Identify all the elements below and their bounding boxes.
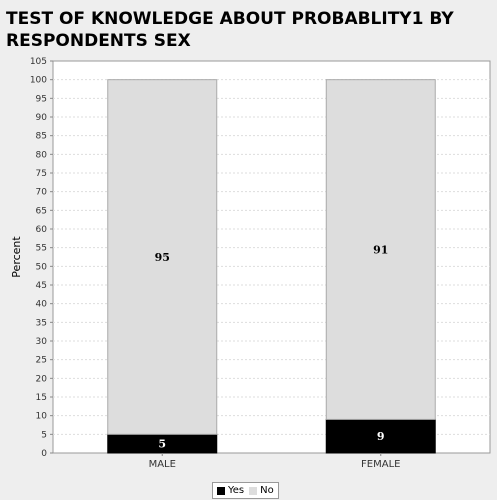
legend-label-yes: Yes [228, 485, 245, 496]
y-tick-label: 40 [36, 300, 48, 310]
y-tick-label: 105 [30, 57, 47, 67]
y-tick-label: 10 [36, 412, 48, 422]
bar-no-male [107, 79, 218, 435]
legend-swatch-yes [217, 486, 225, 495]
y-tick-label: 5 [41, 430, 47, 440]
y-tick-label: 20 [36, 374, 48, 384]
y-tick-label: 95 [36, 94, 47, 104]
chart-title: TEST OF KNOWLEDGE ABOUT PROBABLITY1 BY R… [6, 9, 454, 51]
y-tick-label: 55 [36, 244, 47, 254]
y-tick-label: 45 [36, 281, 47, 291]
data-label-no-male: 95 [155, 251, 170, 264]
legend-swatch-no [249, 486, 258, 495]
x-tick-label-female: FEMALE [361, 459, 400, 470]
x-tick-label-male: MALE [149, 459, 176, 470]
y-tick-label: 75 [36, 169, 47, 179]
y-tick-label: 80 [36, 150, 48, 160]
y-tick-label: 35 [36, 318, 47, 328]
x-axis: MALE FEMALE [149, 453, 400, 470]
legend-label-no: No [260, 485, 274, 496]
y-tick-label: 70 [36, 188, 48, 198]
y-axis-title: Percent [10, 236, 23, 278]
bar-no-female [325, 79, 436, 420]
data-label-yes-female: 9 [377, 430, 385, 443]
legend-item-no: No [249, 485, 274, 496]
y-tick-label: 65 [36, 206, 47, 216]
y-tick-label: 50 [36, 262, 48, 272]
y-tick-label: 15 [36, 393, 47, 403]
y-tick-label: 90 [36, 113, 48, 123]
data-label-yes-male: 5 [158, 438, 166, 451]
y-tick-label: 85 [36, 132, 47, 142]
y-tick-label: 0 [41, 449, 47, 459]
legend-item-yes: Yes [217, 485, 244, 496]
y-tick-label: 30 [36, 337, 48, 347]
y-axis: 0 5 10 15 20 25 30 35 40 45 50 55 60 65 70 75 80 85 90 95 10… [30, 57, 53, 459]
y-tick-label: 25 [36, 356, 47, 366]
y-tick-label: 100 [30, 76, 47, 86]
bars: 5 95 9 91 [107, 79, 436, 454]
data-label-no-female: 91 [373, 244, 388, 257]
legend: Yes No [212, 482, 279, 499]
y-tick-label: 60 [36, 225, 48, 235]
